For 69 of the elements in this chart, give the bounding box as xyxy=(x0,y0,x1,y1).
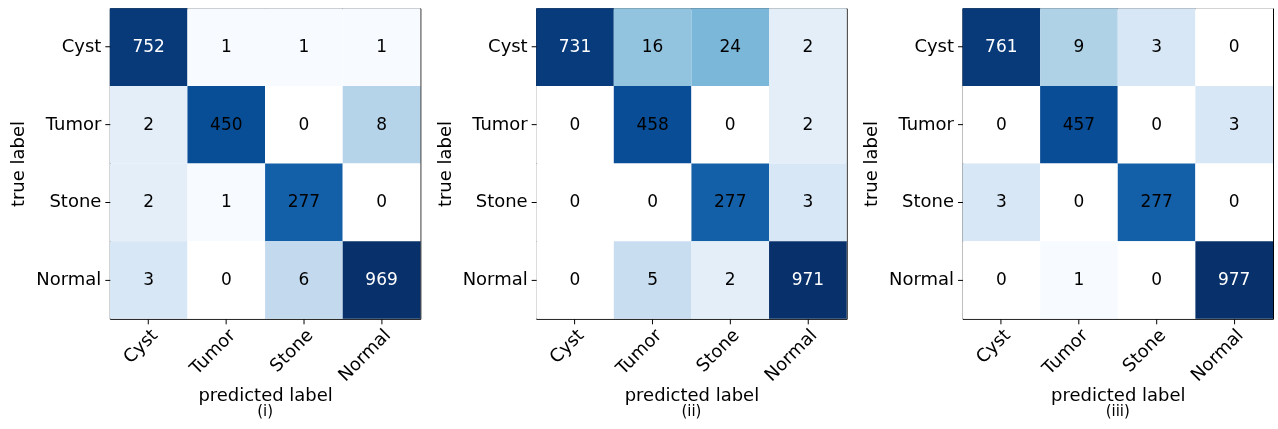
data-label: 1 xyxy=(376,36,387,57)
y-tick-label: Normal xyxy=(36,268,102,290)
data-label: 16 xyxy=(641,36,664,57)
data-label: 0 xyxy=(1151,113,1162,134)
data-label: 0 xyxy=(647,191,658,212)
data-label: 761 xyxy=(985,36,1018,57)
data-label: 0 xyxy=(569,269,581,290)
data-label: 2 xyxy=(802,113,814,134)
x-axis-title: predicted label xyxy=(624,383,760,405)
data-label: 3 xyxy=(143,269,155,290)
data-label: 0 xyxy=(1228,191,1240,212)
y-tick-label: Normal xyxy=(888,268,955,290)
data-label: 3 xyxy=(1228,113,1240,134)
data-label: 0 xyxy=(995,269,1007,290)
data-label: 752 xyxy=(132,36,165,57)
data-label: 977 xyxy=(1218,269,1251,290)
data-label: 277 xyxy=(714,191,747,212)
data-label: 458 xyxy=(636,113,669,134)
data-label: 8 xyxy=(376,113,387,134)
data-label: 731 xyxy=(558,36,592,57)
data-label: 0 xyxy=(376,191,387,212)
text: (iii) xyxy=(1105,402,1130,421)
data-label: 24 xyxy=(719,36,742,57)
y-axis-title: true label xyxy=(860,121,881,208)
data-label: 2 xyxy=(143,113,155,134)
data-label: 0 xyxy=(724,113,736,134)
data-label: 9 xyxy=(1073,36,1085,57)
y-axis-title: true label xyxy=(433,121,455,208)
data-label: 2 xyxy=(802,36,814,57)
data-label: 3 xyxy=(995,191,1007,212)
x-axis-title: predicted label xyxy=(1051,383,1186,405)
y-tick-label: Stone xyxy=(475,190,528,212)
data-label: 0 xyxy=(1228,36,1240,57)
data-label: 1 xyxy=(220,36,232,57)
data-label: 2 xyxy=(724,269,736,290)
y-axis-title: true label xyxy=(7,121,29,208)
y-tick-label: Stone xyxy=(902,190,955,212)
data-label: 5 xyxy=(647,269,658,290)
data-label: 277 xyxy=(287,191,321,212)
y-tick-label: Tumor xyxy=(44,112,102,134)
data-label: 1 xyxy=(220,191,232,212)
data-label: 2 xyxy=(143,191,155,212)
text: (ii) xyxy=(681,402,702,421)
data-label: 0 xyxy=(220,269,232,290)
data-label: 0 xyxy=(569,113,581,134)
data-label: 450 xyxy=(210,113,243,134)
y-tick-label: Tumor xyxy=(471,112,529,134)
data-label: 1 xyxy=(1073,269,1085,290)
data-label: 1 xyxy=(298,36,310,57)
data-label: 277 xyxy=(1140,191,1173,212)
data-label: 969 xyxy=(365,269,398,290)
y-tick-label: Normal xyxy=(462,268,528,290)
data-label: 3 xyxy=(802,191,814,212)
y-tick-label: Stone xyxy=(49,190,102,212)
data-label: 6 xyxy=(298,269,310,290)
data-label: 0 xyxy=(569,191,581,212)
data-label: 0 xyxy=(1073,191,1085,212)
data-label: 0 xyxy=(298,113,310,134)
data-label: 971 xyxy=(791,269,825,290)
data-label: 457 xyxy=(1062,113,1096,134)
y-tick-label: Tumor xyxy=(897,112,955,134)
data-label: 3 xyxy=(1151,36,1162,57)
data-label: 0 xyxy=(1151,269,1162,290)
y-tick-label: Cyst xyxy=(61,35,102,57)
y-tick-label: Cyst xyxy=(914,35,955,57)
data-label: 0 xyxy=(995,113,1007,134)
x-axis-title: predicted label xyxy=(198,383,333,405)
y-tick-label: Cyst xyxy=(488,35,528,57)
text: (i) xyxy=(257,402,274,421)
